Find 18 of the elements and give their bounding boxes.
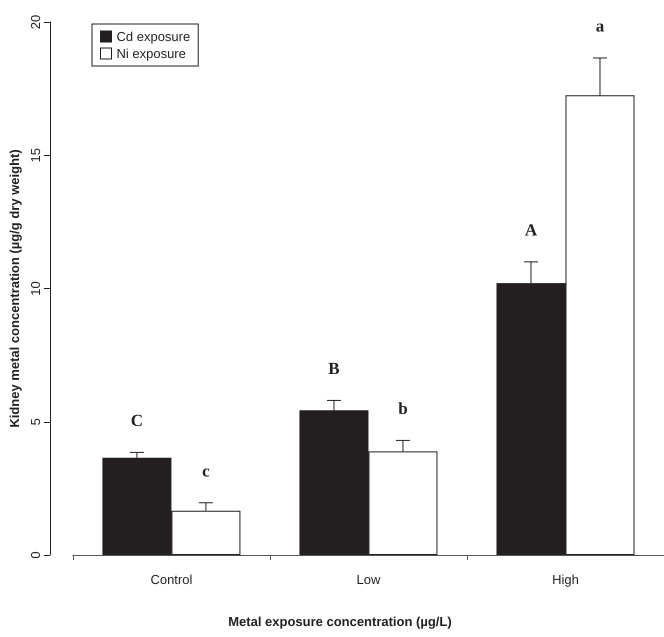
y-tick-label: 0 [28, 551, 43, 559]
y-tick-label: 15 [28, 148, 43, 162]
x-tick-label: Low [356, 572, 381, 587]
legend-label: Cd exposure [116, 29, 190, 44]
legend-label: Ni exposure [116, 46, 186, 61]
annotation: a [596, 16, 605, 36]
annotation: c [202, 461, 210, 480]
annotation: C [130, 410, 144, 430]
y-axis-title: Kidney metal concentration (µg/g dry weight) [7, 149, 22, 428]
annotation: A [524, 220, 538, 240]
x-axis-title: Metal exposure concentration (µg/L) [228, 614, 452, 629]
x-tick-label: High [552, 572, 579, 587]
y-tick-label: 5 [28, 418, 43, 426]
y-tick-label: 10 [28, 281, 43, 296]
x-tick-label: Control [150, 572, 192, 587]
y-tick-label: 20 [28, 14, 43, 30]
annotation: b [398, 398, 408, 418]
annotation: B [328, 358, 340, 378]
